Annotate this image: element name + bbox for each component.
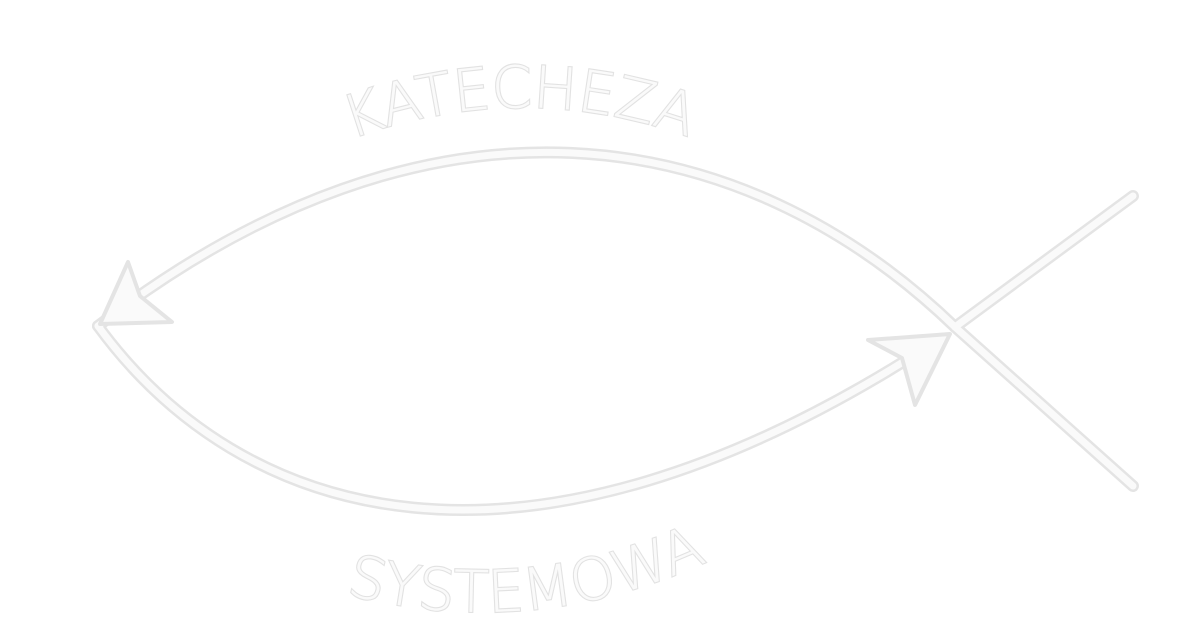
- logo-bottom-textpath: SYSTEMOWA: [341, 511, 714, 628]
- fish-tail-upper: [951, 192, 1137, 331]
- logo-top-text: KATECHEZA: [334, 53, 705, 152]
- logo-bottom-text: SYSTEMOWA: [342, 512, 712, 626]
- fish-tail-lower: [951, 323, 1137, 490]
- fish-bottom-curve: [94, 322, 934, 514]
- logo-top-textpath: KATECHEZA: [333, 52, 706, 153]
- fish-top-curve: [94, 148, 959, 331]
- left-arrowhead-icon: [98, 260, 174, 326]
- fish-outline: [92, 146, 1139, 516]
- right-arrowhead-icon: [866, 332, 952, 407]
- fish-body: [94, 148, 1137, 514]
